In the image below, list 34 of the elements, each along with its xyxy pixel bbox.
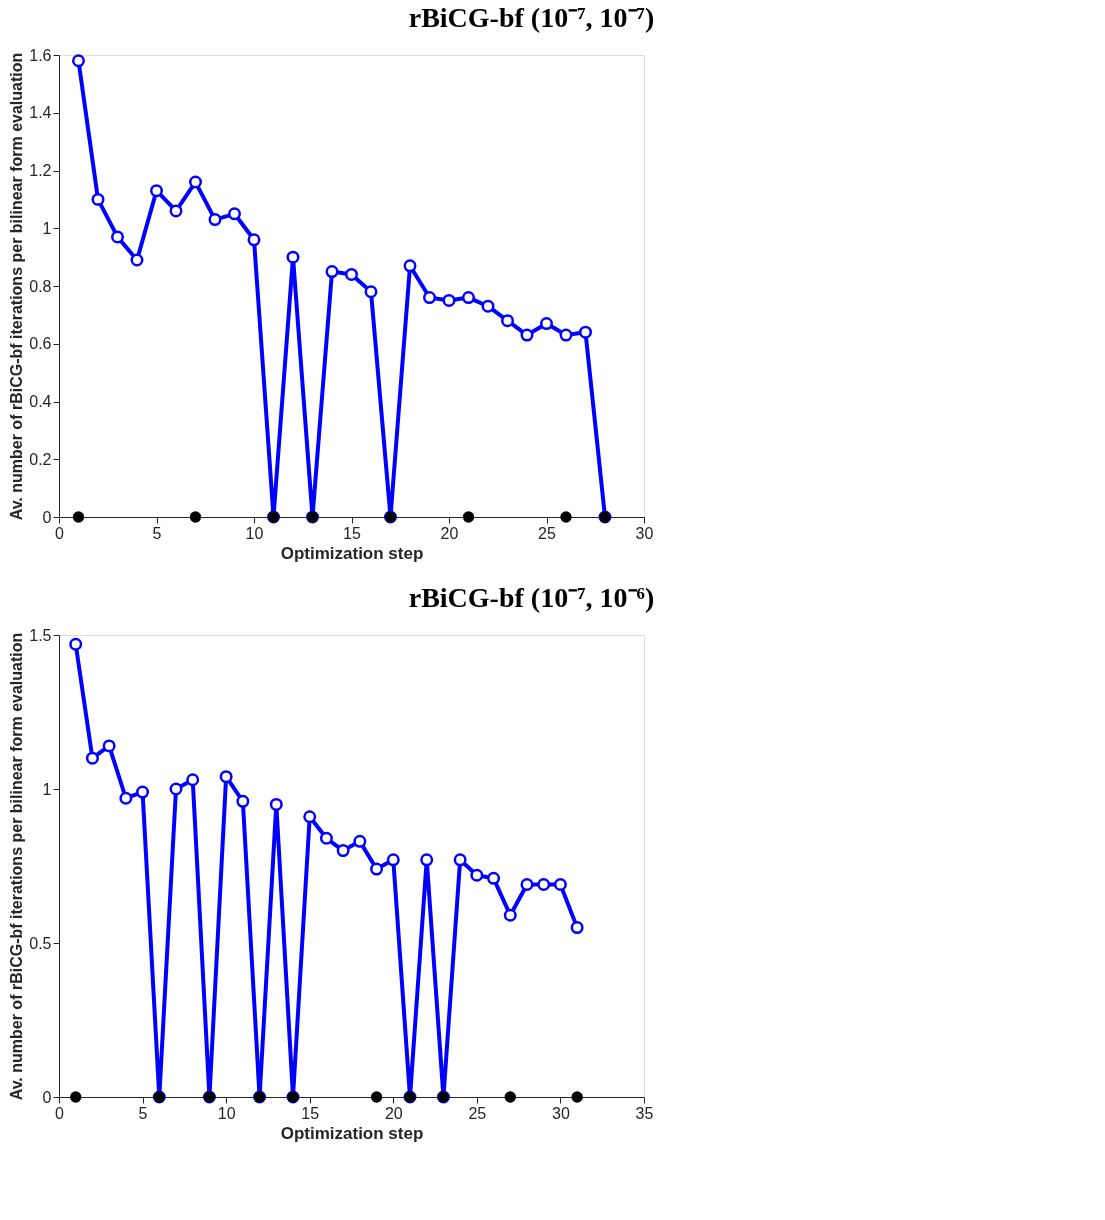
- x-tick-label: 0: [55, 524, 65, 542]
- y-tick-label: 1.2: [29, 162, 52, 179]
- chart-title: rBiCG-bf (10⁻⁷, 10⁻⁶): [408, 582, 655, 613]
- x-tick-label: 15: [343, 524, 361, 542]
- x-tick-label: 5: [152, 524, 162, 542]
- y-tick-label: 1: [42, 780, 52, 798]
- x-tick-label: 30: [635, 524, 654, 542]
- y-tick-label: 1: [42, 219, 52, 237]
- x-tick-label: 20: [384, 1104, 403, 1122]
- x-axis-title: Optimization step: [280, 543, 424, 563]
- x-tick-label: 35: [635, 1104, 654, 1122]
- x-axis-title: Optimization step: [280, 1123, 424, 1143]
- y-tick-label: 0.8: [29, 277, 52, 295]
- x-tick-label: 10: [245, 524, 264, 542]
- x-tick-label: 5: [138, 1104, 148, 1122]
- y-tick-label: 0.6: [29, 335, 52, 353]
- y-axis-title: Av. number of rBiCG-bf iterations per bilinear form evaluation: [8, 632, 26, 1101]
- y-tick-label: 0.5: [29, 934, 52, 952]
- x-tick-label: 20: [440, 524, 459, 542]
- x-tick-label: 0: [55, 1104, 65, 1122]
- y-tick-label: 0.2: [29, 450, 52, 468]
- y-tick-label: 0: [42, 508, 52, 526]
- x-tick-label: 25: [538, 524, 556, 542]
- y-axis-title: Av. number of rBiCG-bf iterations per bilinear form evaluation: [8, 52, 26, 521]
- x-tick-label: 30: [552, 1104, 570, 1122]
- chart-title: rBiCG-bf (10⁻⁷, 10⁻⁷): [408, 2, 655, 33]
- y-tick-label: 1.6: [29, 46, 52, 64]
- y-tick-label: 1.5: [29, 626, 52, 644]
- y-tick-label: 0.4: [29, 393, 52, 410]
- x-tick-label: 10: [217, 1104, 236, 1122]
- y-tick-label: 1.4: [29, 104, 52, 122]
- y-tick-label: 0: [42, 1088, 52, 1106]
- x-tick-label: 15: [301, 1104, 320, 1122]
- x-tick-label: 25: [468, 1104, 487, 1122]
